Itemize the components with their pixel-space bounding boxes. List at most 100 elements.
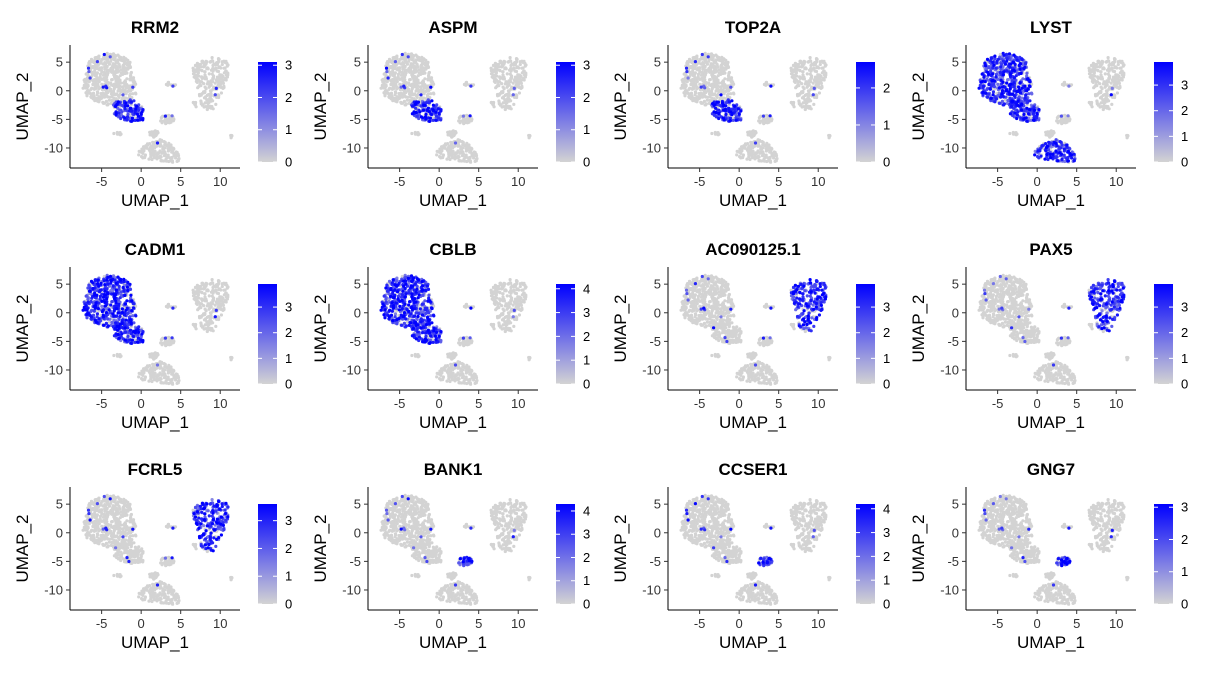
cell-point: [174, 150, 178, 154]
cell-point: [86, 89, 90, 93]
cell-point: [229, 134, 233, 138]
cell-point: [999, 65, 1003, 69]
cell-point: [1001, 51, 1005, 55]
color-legend-bar: [556, 62, 575, 162]
cell-point: [211, 76, 215, 81]
cell-point: [1025, 119, 1029, 123]
cell-point: [403, 65, 407, 69]
cell-point: [428, 119, 432, 123]
cell-point: [170, 159, 174, 163]
cell-point: [412, 97, 416, 101]
cell-point: [129, 73, 133, 78]
cell-point: [115, 60, 119, 64]
cell-point: [1010, 92, 1014, 96]
cell-point: [751, 131, 755, 135]
cell-point: [92, 87, 96, 91]
cell-point: [139, 112, 143, 116]
cell-point: [122, 62, 126, 66]
cell-point: [797, 99, 801, 103]
cell-point: [213, 81, 217, 85]
cell-point: [522, 78, 526, 82]
cell-point: [393, 60, 397, 64]
cell-point: [751, 146, 755, 150]
cell-point: [105, 103, 109, 107]
cell-point: [204, 87, 208, 91]
x-tick-label: -5: [992, 174, 1004, 189]
cell-point: [422, 92, 426, 96]
cell-point: [1011, 99, 1015, 103]
cell-point: [514, 83, 518, 87]
cell-point: [402, 84, 406, 88]
cell-point: [489, 66, 493, 70]
cell-point: [755, 151, 759, 155]
cell-point: [114, 111, 118, 115]
cell-point: [105, 81, 110, 85]
cell-point: [408, 70, 412, 74]
cell-point: [512, 102, 516, 106]
cell-point: [110, 83, 114, 87]
cell-point: [712, 82, 717, 86]
cell-point: [811, 93, 815, 97]
cell-point: [693, 93, 697, 97]
cell-point: [1098, 90, 1102, 94]
cell-point: [155, 141, 160, 145]
cell-point: [497, 99, 501, 103]
cell-point: [449, 150, 453, 154]
cell-point: [693, 90, 698, 94]
cell-point: [131, 83, 135, 87]
cell-point: [414, 101, 418, 105]
cell-point: [94, 80, 98, 84]
cell-point: [507, 68, 512, 72]
cell-point: [108, 95, 112, 99]
cell-points: [977, 51, 1130, 164]
x-tick-label: 0: [1034, 174, 1041, 189]
y-tick-label: 5: [952, 55, 959, 70]
cell-point: [112, 131, 116, 136]
cell-point: [696, 97, 701, 101]
cell-point: [457, 119, 461, 123]
x-tick-label: 10: [511, 174, 525, 189]
cell-points: [679, 51, 832, 164]
cell-point: [199, 80, 203, 84]
cell-point: [1015, 58, 1019, 62]
cell-point: [198, 83, 202, 87]
cell-point: [426, 64, 430, 69]
cell-point: [113, 85, 117, 90]
cell-point: [447, 153, 451, 157]
cell-point: [724, 112, 728, 116]
cell-point: [1006, 78, 1010, 82]
cell-point: [100, 82, 104, 86]
cell-point: [171, 119, 175, 123]
cell-point: [168, 156, 172, 160]
cell-point: [1098, 64, 1102, 68]
cell-point: [994, 97, 999, 101]
cell-point: [390, 87, 394, 91]
cell-point: [96, 85, 100, 89]
cell-point: [116, 89, 120, 93]
cell-point: [712, 103, 716, 107]
cell-point: [694, 67, 698, 71]
cell-point: [1011, 60, 1015, 64]
cell-point: [987, 82, 991, 87]
cell-point: [1094, 83, 1098, 87]
cell-point: [428, 116, 432, 120]
cell-point: [448, 157, 452, 162]
cell-point: [1032, 118, 1036, 122]
cell-point: [1039, 154, 1043, 158]
x-tick-label: 5: [775, 174, 782, 189]
cell-point: [210, 79, 215, 83]
y-tick-label: -5: [349, 112, 361, 127]
cell-point: [1125, 134, 1129, 138]
cell-point: [981, 90, 985, 94]
legend-tick-label: 3: [285, 58, 292, 73]
cell-point: [202, 64, 206, 68]
cell-point: [991, 90, 996, 94]
cell-point: [97, 62, 101, 66]
cell-point: [1060, 157, 1064, 161]
cell-point: [98, 76, 102, 80]
cell-point: [110, 78, 114, 82]
cell-point: [691, 56, 696, 61]
cell-point: [207, 72, 211, 76]
cell-point: [506, 104, 510, 108]
cell-point: [155, 154, 159, 158]
